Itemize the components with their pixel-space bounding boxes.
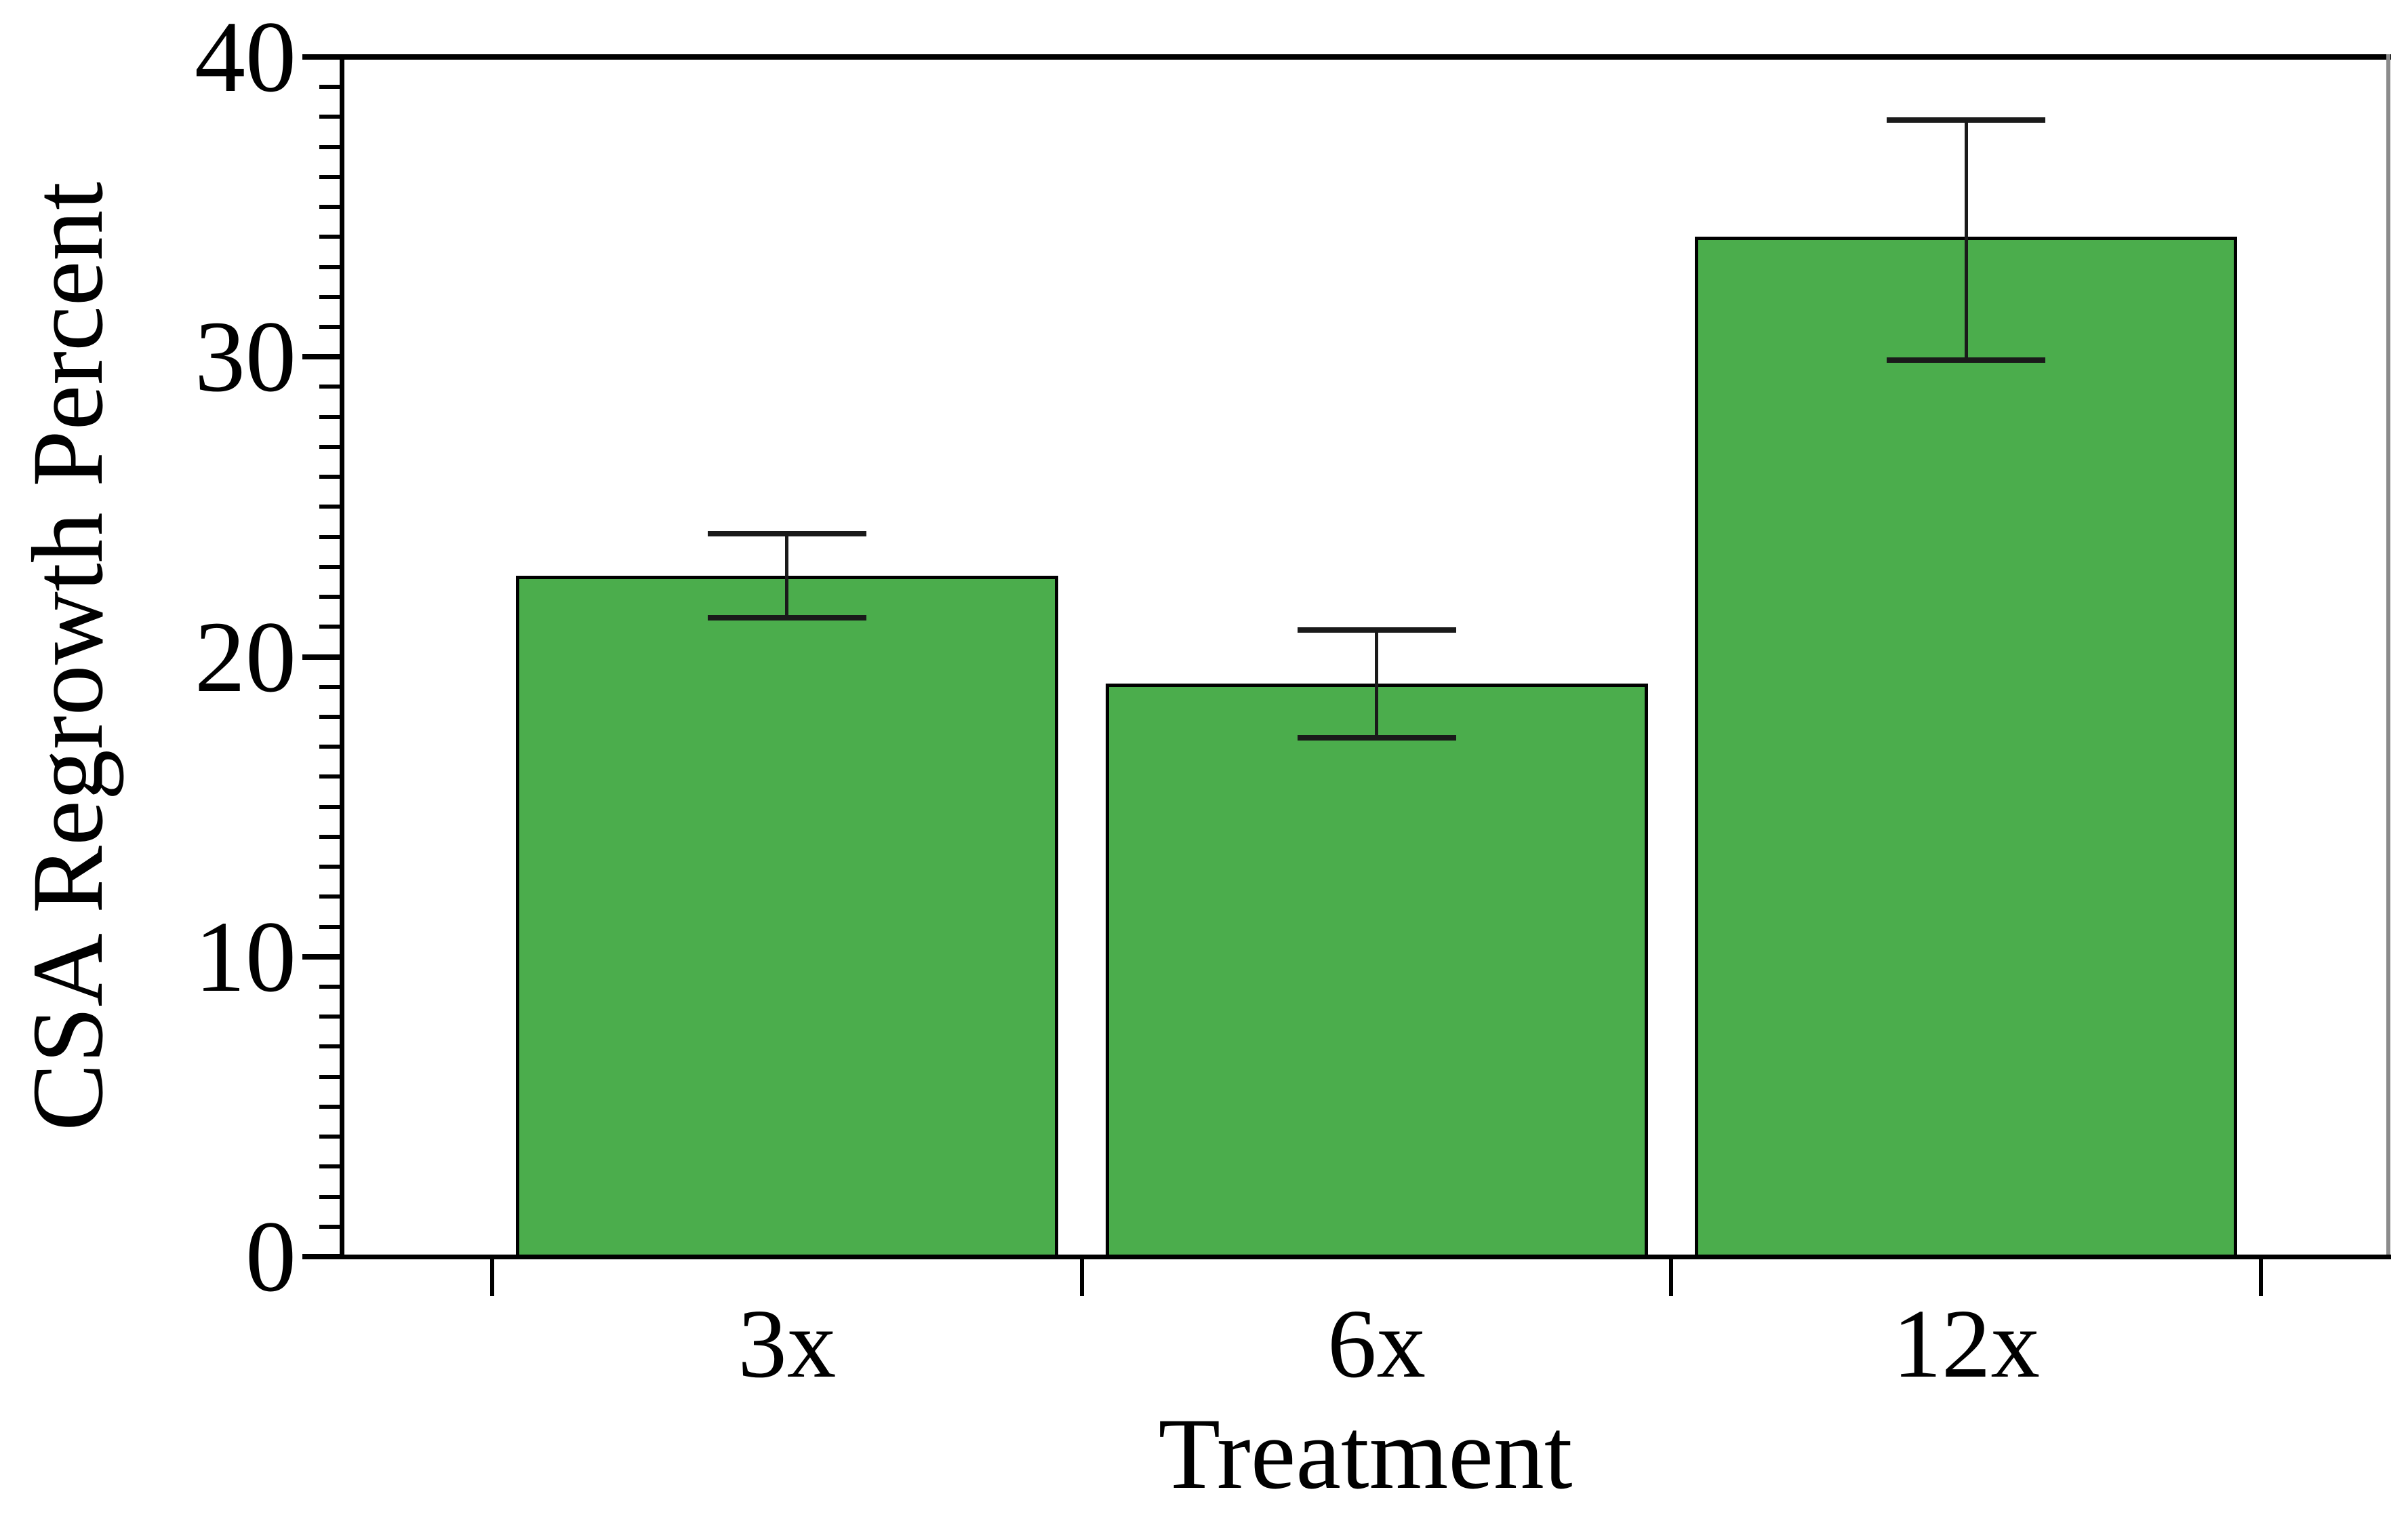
y-minor-tick (319, 264, 342, 269)
y-minor-tick (319, 865, 342, 869)
error-bar-cap-top-3x (707, 531, 866, 537)
y-minor-tick (319, 774, 342, 779)
y-minor-tick (319, 325, 342, 330)
bar-3x (515, 576, 1058, 1257)
x-boundary-tick (2259, 1257, 2264, 1296)
y-minor-tick (319, 894, 342, 899)
y-minor-tick (319, 385, 342, 389)
x-tick-label-6x: 6x (1327, 1290, 1426, 1398)
error-bar-cap-bottom-6x (1297, 734, 1456, 741)
error-bar-cap-bottom-12x (1887, 357, 2046, 363)
y-minor-tick (319, 294, 342, 299)
y-minor-tick (319, 1044, 342, 1049)
y-minor-tick (319, 534, 342, 539)
y-minor-tick (319, 1164, 342, 1169)
y-tick-label-0: 0 (245, 1200, 296, 1313)
y-minor-tick (319, 414, 342, 419)
y-major-tick (302, 654, 342, 660)
y-minor-tick (319, 1194, 342, 1199)
y-major-tick (302, 54, 342, 60)
y-major-tick (302, 953, 342, 960)
y-minor-tick (319, 984, 342, 989)
y-minor-tick (319, 144, 342, 149)
error-bar-cap-top-6x (1297, 627, 1456, 633)
error-bar-line-3x (785, 534, 789, 618)
y-minor-tick (319, 505, 342, 509)
y-minor-tick (319, 444, 342, 449)
y-tick-label-40: 40 (195, 1, 296, 113)
y-minor-tick (319, 745, 342, 749)
error-bar-line-12x (1964, 119, 1968, 360)
y-tick-label-30: 30 (195, 300, 296, 414)
x-axis-line (339, 1254, 2391, 1259)
bar-6x (1105, 684, 1648, 1257)
y-minor-tick (319, 714, 342, 719)
x-boundary-tick (490, 1257, 494, 1296)
y-minor-tick (319, 205, 342, 210)
y-minor-tick (319, 115, 342, 119)
y-minor-tick (319, 625, 342, 629)
y-axis-title: CSA Regrowth Percent (12, 182, 124, 1131)
y-minor-tick (319, 1015, 342, 1019)
y-minor-tick (319, 1224, 342, 1229)
x-tick-label-12x: 12x (1892, 1290, 2041, 1398)
y-major-tick (302, 354, 342, 360)
y-minor-tick (319, 924, 342, 929)
y-major-tick (302, 1254, 342, 1259)
x-boundary-tick (1669, 1257, 1674, 1296)
y-minor-tick (319, 595, 342, 599)
y-axis-line (339, 54, 344, 1259)
y-minor-tick (319, 174, 342, 179)
plot-frame-right (2386, 54, 2390, 1259)
y-minor-tick (319, 1135, 342, 1139)
y-minor-tick (319, 235, 342, 239)
y-minor-tick (319, 564, 342, 569)
plot-frame-top (339, 54, 2391, 60)
error-bar-line-6x (1375, 629, 1379, 738)
y-tick-label-20: 20 (195, 600, 296, 713)
x-boundary-tick (1079, 1257, 1084, 1296)
y-minor-tick (319, 475, 342, 479)
y-minor-tick (319, 684, 342, 689)
y-minor-tick (319, 85, 342, 90)
y-minor-tick (319, 804, 342, 809)
x-tick-label-3x: 3x (738, 1290, 837, 1398)
y-minor-tick (319, 834, 342, 839)
error-bar-cap-bottom-3x (707, 615, 866, 621)
x-axis-title: Treatment (1158, 1398, 1573, 1510)
y-minor-tick (319, 1074, 342, 1079)
bar-12x (1695, 237, 2238, 1257)
y-tick-label-10: 10 (195, 900, 296, 1013)
error-bar-cap-top-12x (1887, 117, 2046, 123)
y-minor-tick (319, 1104, 342, 1109)
